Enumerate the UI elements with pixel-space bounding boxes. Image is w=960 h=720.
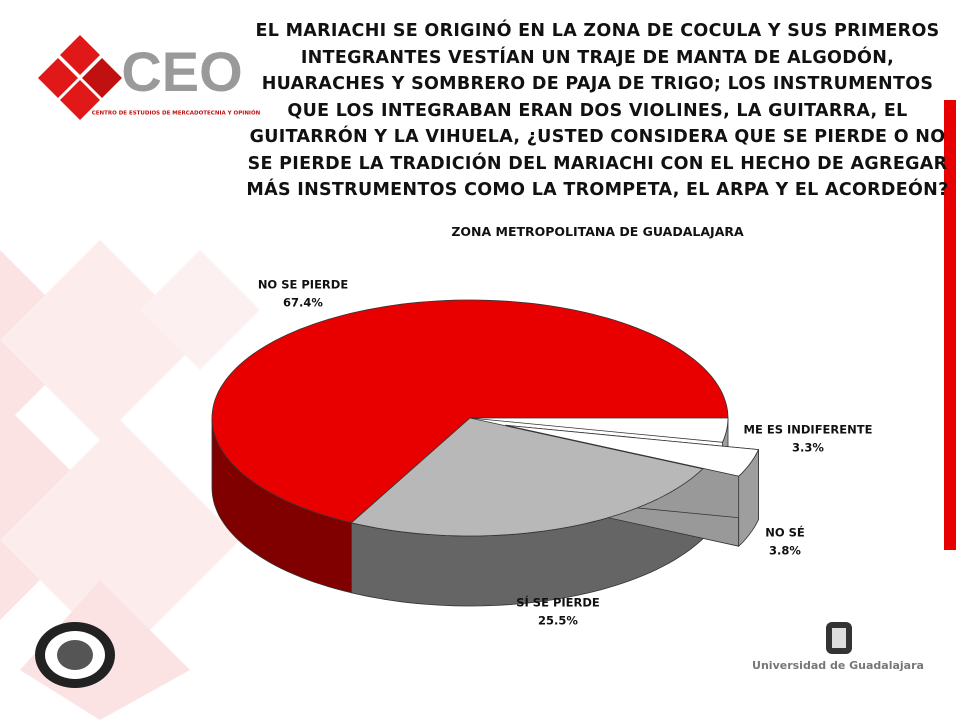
slice-value-label: 3.3% xyxy=(792,441,824,455)
slice xyxy=(505,424,760,477)
slice-label: NO SE PIERDE xyxy=(258,278,349,292)
seal xyxy=(35,622,115,688)
slice-value-label: 67.4% xyxy=(283,296,323,310)
slice-label: SÍ SE PIERDE xyxy=(516,595,600,610)
slice-label: ME ES INDIFERENTE xyxy=(744,423,873,437)
slice-value-label: 3.8% xyxy=(769,544,801,558)
chart-title: EL MARIACHI SE ORIGINÓ EN LA ZONA DE COC… xyxy=(246,21,949,200)
pie xyxy=(211,299,760,607)
logo-tagline: CENTRO DE ESTUDIOS DE MERCADOTECNIA Y OP… xyxy=(92,110,261,117)
slice xyxy=(469,417,729,443)
university-crest xyxy=(826,622,852,654)
chart-subtitle: ZONA METROPOLITANA DE GUADALAJARA xyxy=(451,224,744,239)
slice xyxy=(211,299,729,524)
university-name: Universidad de Guadalajara xyxy=(752,659,924,672)
slice-label: NO SÉ xyxy=(765,525,805,540)
logo-name: CEO xyxy=(121,40,242,103)
accent-bar xyxy=(944,100,956,550)
logo-mark xyxy=(38,35,122,120)
slice xyxy=(350,417,704,537)
slice-value-label: 25.5% xyxy=(538,614,578,628)
